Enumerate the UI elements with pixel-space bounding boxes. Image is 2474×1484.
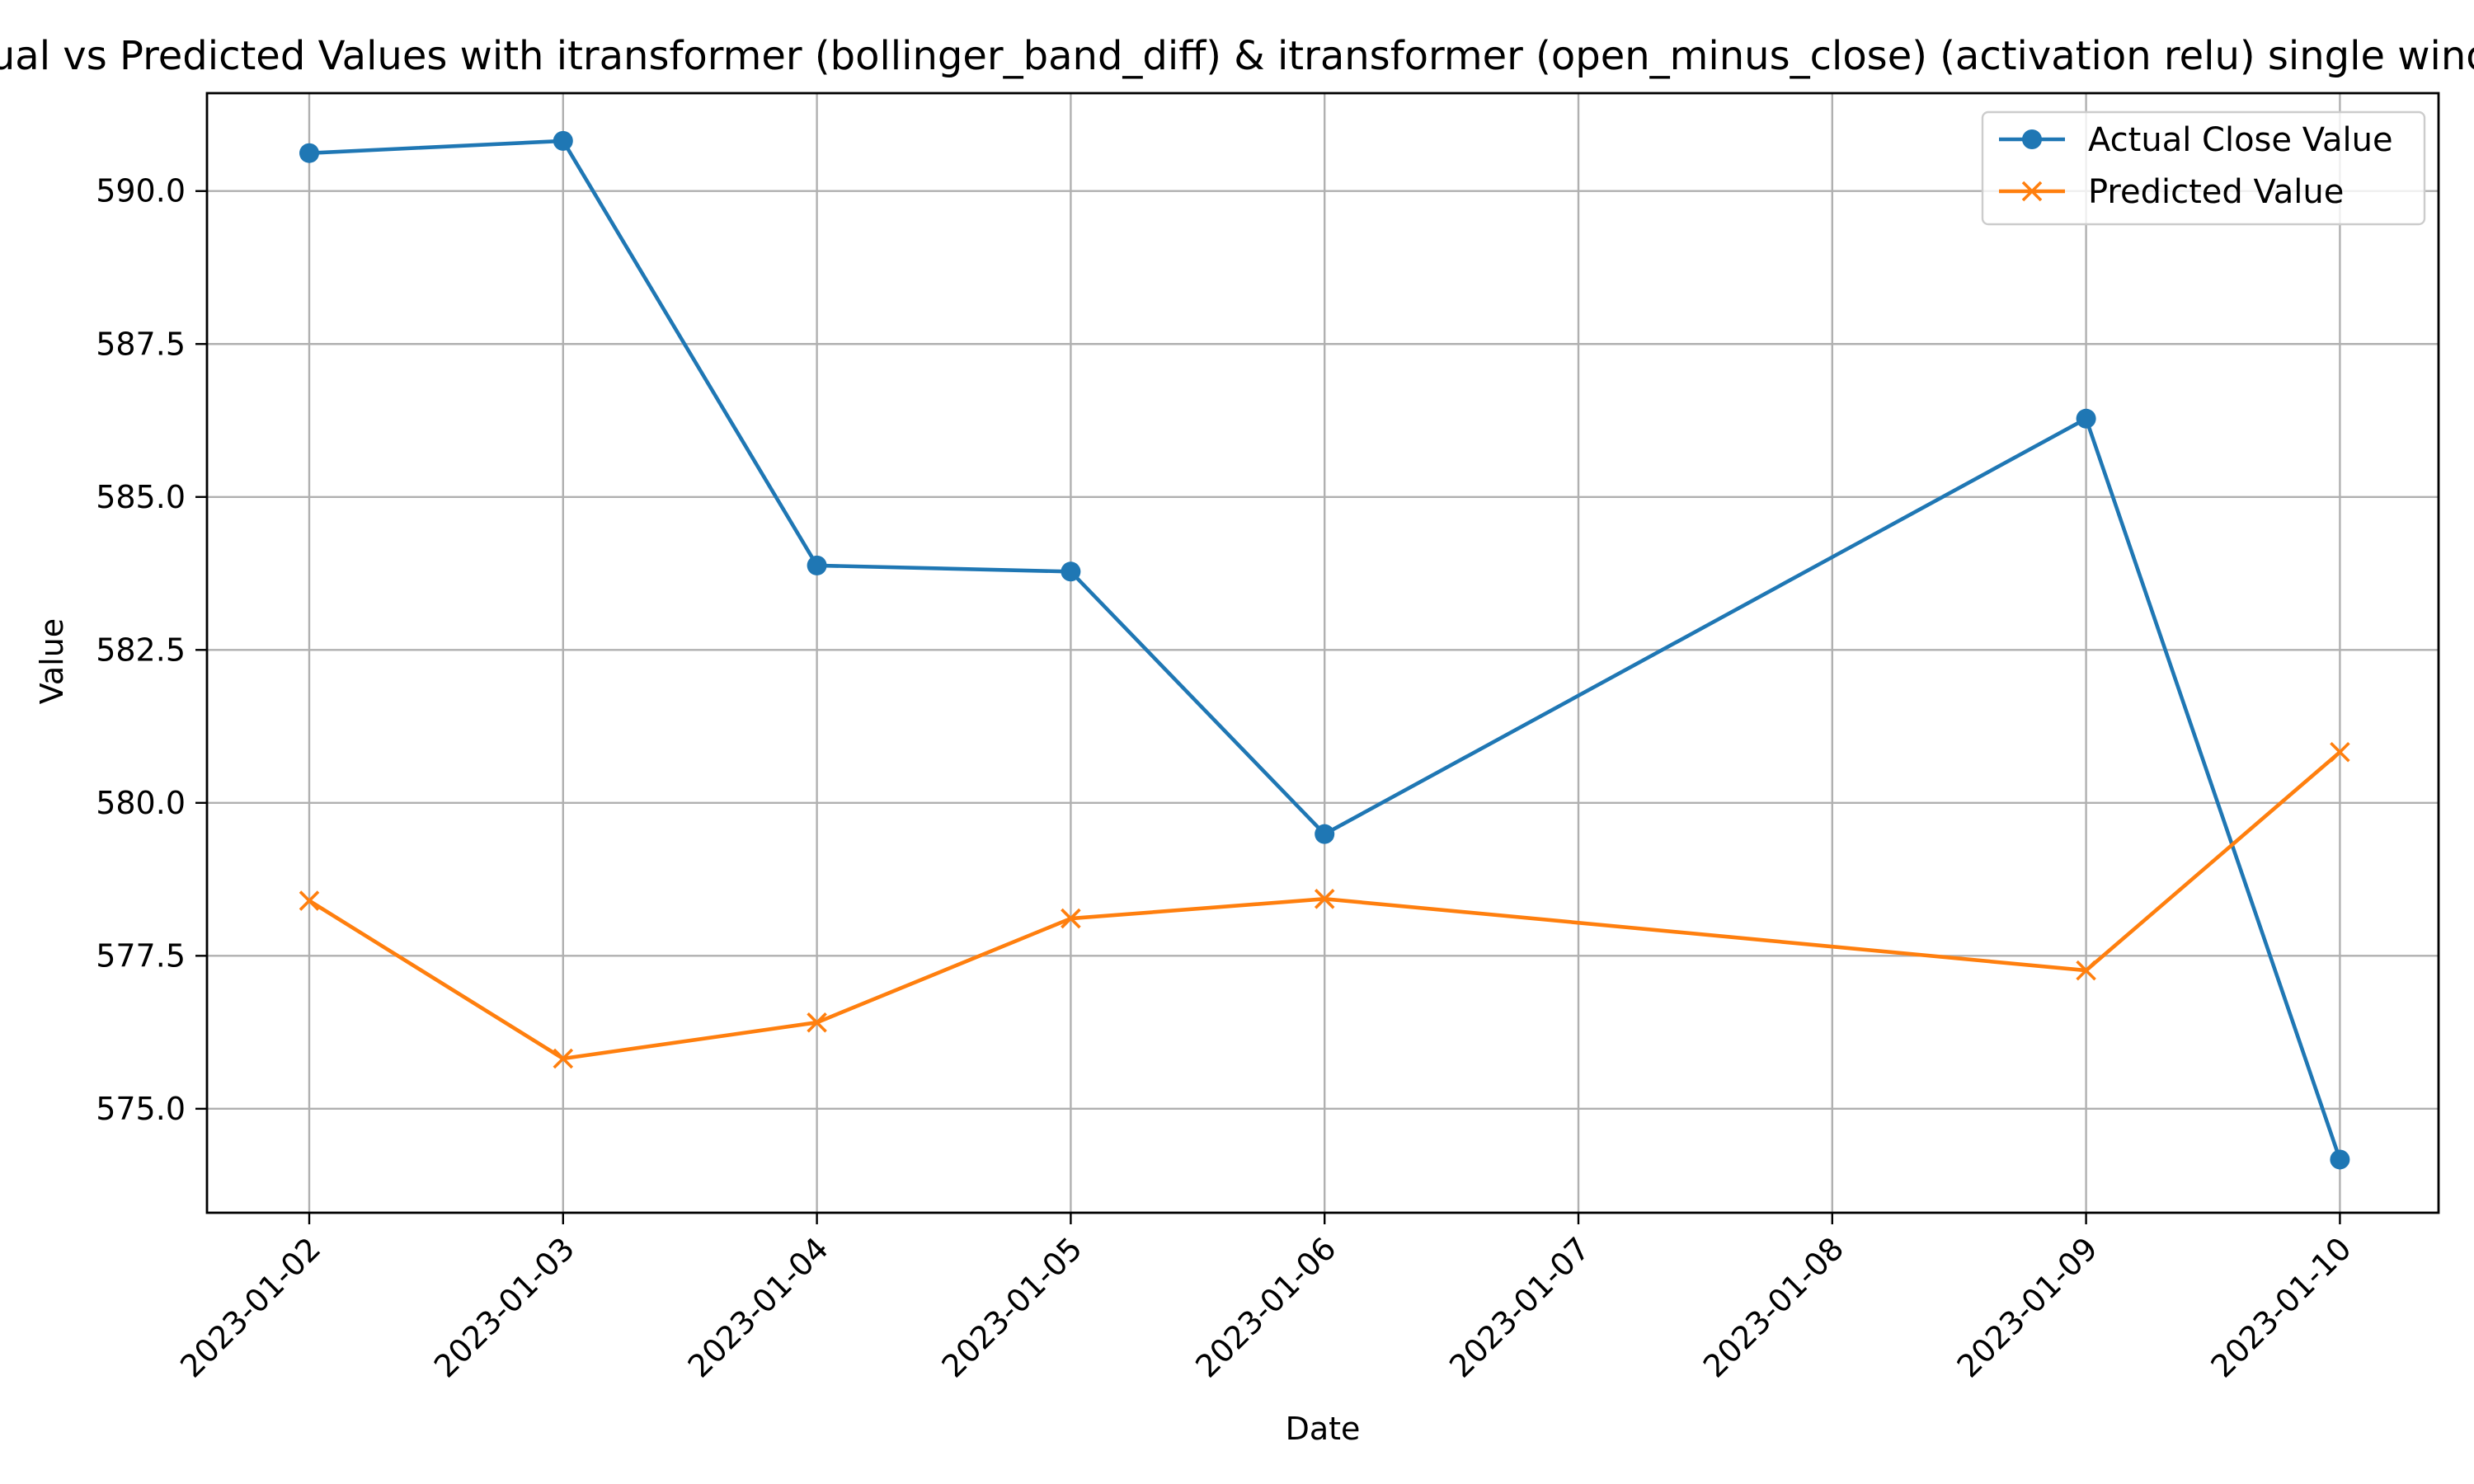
data-point	[1314, 889, 1335, 909]
legend: Actual Close Value Predicted Value	[1981, 110, 2426, 226]
y-tick-label: 582.5	[96, 632, 186, 668]
data-point	[1315, 824, 1335, 844]
legend-marker	[2022, 129, 2042, 149]
chart-title: Actual vs Predicted Values with itransfo…	[0, 33, 2474, 79]
data-point	[553, 130, 573, 151]
y-tick-label: 585.0	[96, 479, 186, 515]
data-point	[553, 1048, 574, 1069]
series-actual-close-value	[299, 130, 2350, 1170]
grid-layer	[207, 93, 2439, 1213]
data-point	[2076, 408, 2096, 429]
legend-marker	[2021, 181, 2043, 202]
y-tick-label: 590.0	[96, 173, 186, 209]
y-tick-label: 580.0	[96, 785, 186, 821]
plot-frame	[205, 92, 2440, 1214]
data-point	[2076, 960, 2096, 981]
data-point	[299, 143, 319, 163]
legend-label: Predicted Value	[2088, 173, 2344, 211]
data-point	[2330, 741, 2350, 763]
data-point	[299, 890, 320, 911]
data-point	[1061, 908, 1081, 929]
y-tick-label: 575.0	[96, 1091, 186, 1127]
data-point	[807, 1012, 827, 1033]
legend-box	[1981, 110, 2426, 226]
data-point	[807, 555, 827, 575]
data-point	[2330, 1149, 2350, 1170]
y-tick-label: 587.5	[96, 326, 186, 362]
y-axis-label: Value	[34, 618, 70, 704]
x-axis-label: Date	[1286, 1411, 1361, 1447]
y-tick-label: 577.5	[96, 937, 186, 974]
series-layer	[299, 130, 2350, 1170]
legend-label: Actual Close Value	[2088, 121, 2393, 159]
series-predicted-value	[299, 741, 2350, 1069]
data-point	[1061, 561, 1081, 582]
